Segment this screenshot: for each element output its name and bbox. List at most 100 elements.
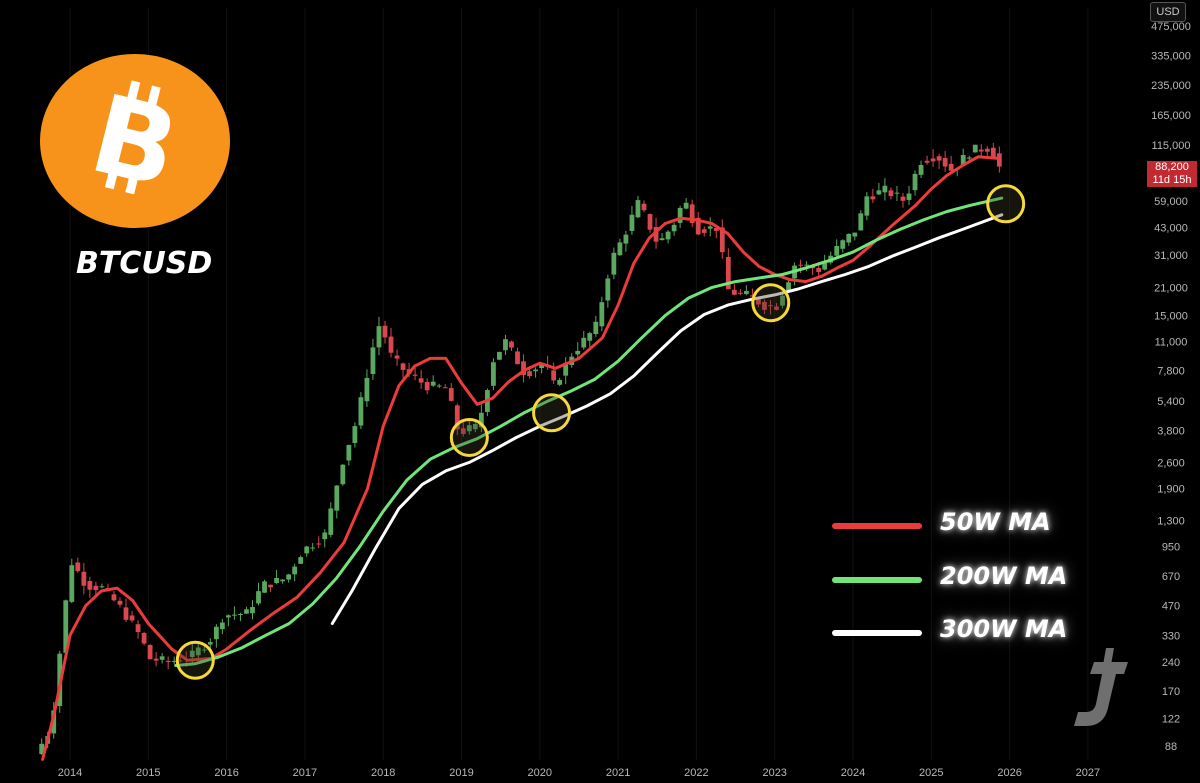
candle-body (605, 278, 611, 301)
candle-body (189, 650, 195, 657)
highlight-circle (986, 184, 1026, 224)
y-tick-label: 59,000 (1154, 196, 1188, 208)
highlight-circles (175, 184, 1026, 680)
candle-body (503, 339, 508, 351)
candle-body (737, 292, 743, 294)
candle-body (165, 660, 171, 662)
candle-body (448, 388, 454, 401)
y-tick-label: 11,000 (1155, 337, 1188, 349)
candle-body (454, 405, 460, 430)
currency-selector[interactable]: USD (1150, 2, 1186, 22)
y-axis: 88 122 170 240 330 470 670 950 1,300 1,900 2,600 3,… (1151, 21, 1191, 753)
candle-body (250, 607, 255, 614)
y-tick-label: 235,000 (1151, 80, 1191, 92)
candle-body (87, 581, 93, 590)
candle-body (762, 301, 767, 310)
candle-body (63, 600, 69, 653)
legend-item-200w: 200W MA (832, 562, 1092, 598)
y-tick-label: 670 (1162, 571, 1180, 583)
candle-body (852, 232, 858, 237)
x-tick-label: 2023 (762, 767, 786, 779)
candle-body (804, 264, 810, 266)
candle-body (665, 231, 671, 240)
candle-body (153, 658, 159, 661)
candle-body (442, 387, 448, 389)
x-tick-label: 2025 (919, 767, 943, 779)
candle-body (557, 379, 563, 385)
y-tick-label: 115,000 (1152, 140, 1191, 152)
candle-body (298, 557, 304, 564)
candle-body (262, 581, 267, 593)
candle-body (689, 204, 695, 224)
candle-body (117, 600, 123, 605)
candle-body (141, 633, 147, 644)
candle-body (653, 227, 659, 242)
candle-body (244, 609, 249, 614)
candle-body (394, 355, 400, 359)
y-tick-label: 3,800 (1157, 426, 1185, 438)
candle-body (731, 289, 737, 295)
x-axis: 2014 2015 2016 2017 2018 2019 2020 2021 2022 2023… (58, 767, 1100, 779)
highlight-circle (751, 283, 791, 323)
x-tick-label: 2024 (841, 767, 865, 779)
ma-200w-line (174, 196, 1004, 667)
candle-body (918, 164, 924, 175)
candle-body (888, 190, 894, 197)
candle-body (111, 594, 117, 601)
candle-body (232, 614, 237, 616)
x-tick-label: 2017 (293, 767, 317, 779)
candle-body (725, 256, 731, 290)
x-tick-label: 2026 (997, 767, 1021, 779)
candle-body (521, 361, 526, 376)
last-price-value: 88,200 (1155, 161, 1189, 173)
candle-body (322, 532, 328, 540)
candle-body (701, 229, 707, 233)
candle-body (683, 202, 689, 209)
y-tick-label: 122 (1162, 714, 1180, 726)
candle-body (129, 615, 135, 621)
candle-body (123, 607, 129, 620)
candle-body (460, 428, 466, 434)
candle-body (623, 234, 629, 244)
candle-body (816, 267, 822, 273)
candle-body (346, 444, 352, 461)
candle-body (75, 562, 81, 572)
legend-swatch-50w (832, 523, 922, 529)
candle-body (611, 252, 617, 275)
candle-body (93, 585, 99, 591)
candle-body (147, 645, 153, 660)
candle-body (581, 337, 587, 348)
candle-body (358, 397, 364, 426)
candle-body (69, 565, 75, 602)
candle-body (780, 295, 785, 306)
candle-body (840, 240, 846, 249)
candle-body (135, 624, 141, 633)
candle-body (310, 547, 316, 549)
candle-body (195, 647, 201, 656)
candle-body (647, 214, 653, 230)
candle-body (213, 626, 219, 640)
candle-body (238, 613, 243, 615)
candle-body (491, 362, 496, 386)
candle-body (834, 246, 840, 256)
candle-body (876, 190, 882, 195)
candle-body (225, 615, 231, 618)
candle-body (846, 233, 852, 243)
candle-body (930, 158, 936, 162)
highlight-circle (532, 393, 572, 433)
candle-body (617, 242, 623, 256)
y-tick-label: 240 (1162, 657, 1180, 669)
candle-body (786, 282, 791, 292)
bitcoin-logo-icon: B (40, 54, 231, 229)
candle-body (774, 306, 779, 310)
candle-body (400, 363, 406, 370)
candle-body (756, 298, 761, 305)
candle-body (412, 374, 418, 376)
candle-body (436, 385, 442, 387)
candle-body (280, 579, 286, 582)
candle-body (936, 156, 942, 161)
candle-body (641, 203, 647, 211)
legend-item-300w: 300W MA (832, 615, 1092, 651)
candle-body (201, 649, 207, 651)
candle-body (695, 217, 701, 235)
